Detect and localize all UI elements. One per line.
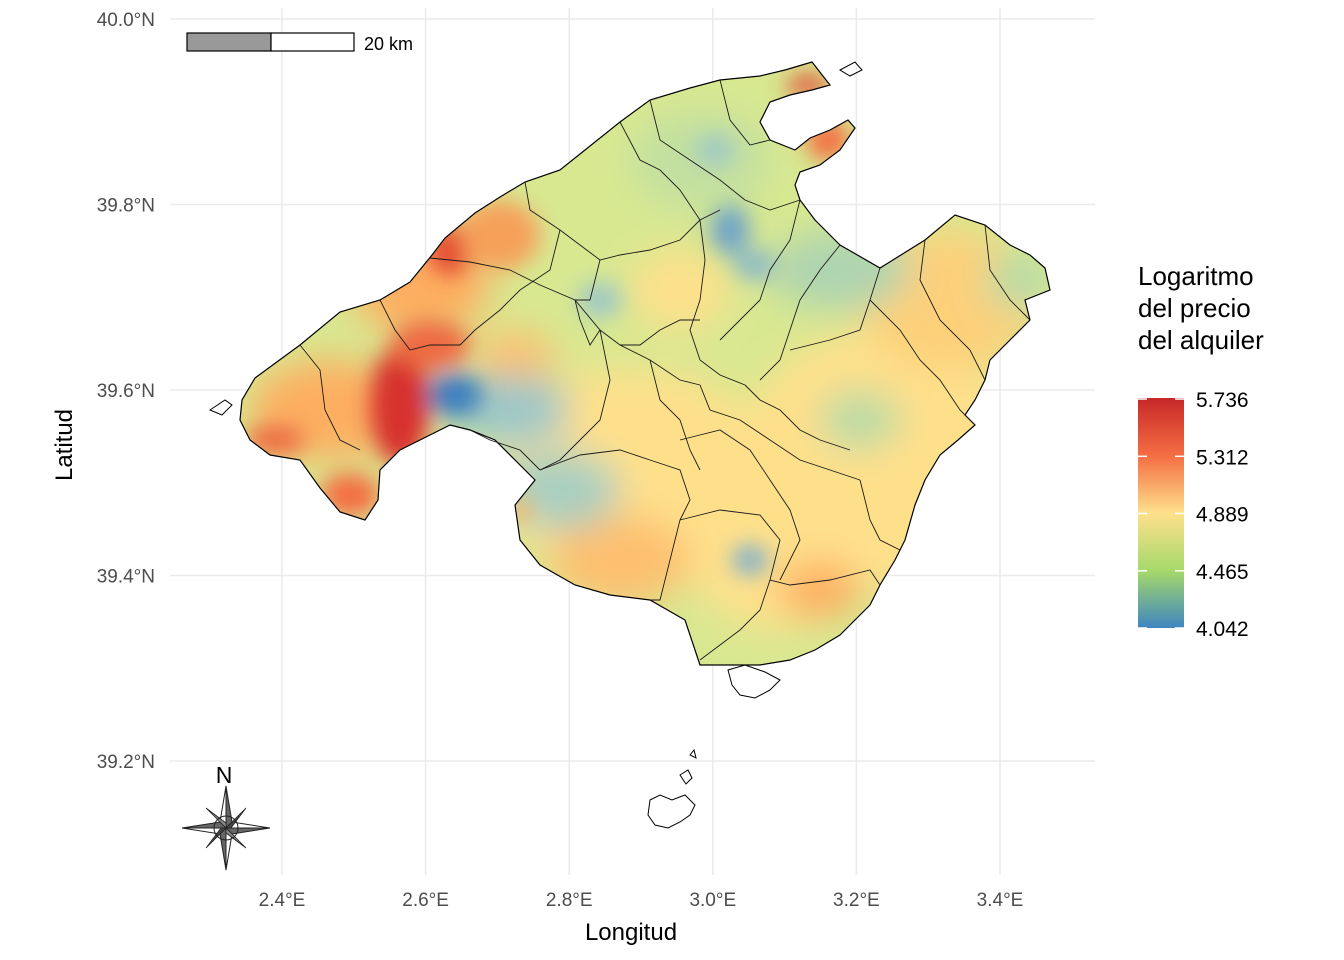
x-tick-label: 3.0°E — [689, 890, 736, 911]
y-axis-ticks: 40.0°N 39.8°N 39.6°N 39.4°N 39.2°N — [97, 10, 155, 773]
x-tick-label: 3.4°E — [977, 890, 1024, 911]
legend-tick-label: 4.465 — [1196, 561, 1249, 584]
cabrera-islets — [208, 61, 863, 829]
rent-surface — [240, 62, 1050, 665]
legend-title-line-3: del alquiler — [1138, 325, 1264, 355]
legend-ticks: 5.736 5.312 4.889 4.465 4.042 — [1138, 389, 1249, 641]
x-tick-label: 3.2°E — [833, 890, 880, 911]
y-tick-label: 39.4°N — [97, 567, 155, 588]
scale-bar-label: 20 km — [364, 34, 413, 54]
north-arrow-label: N — [216, 762, 233, 788]
y-tick-label: 39.8°N — [97, 196, 155, 217]
legend-tick-label: 5.312 — [1196, 446, 1249, 469]
x-axis-ticks: 2.4°E 2.6°E 2.8°E 3.0°E 3.2°E 3.4°E — [259, 890, 1024, 911]
y-tick-label: 39.6°N — [97, 381, 155, 402]
y-axis-title: Latitud — [51, 409, 78, 481]
x-tick-label: 2.4°E — [259, 890, 306, 911]
y-tick-label: 39.2°N — [97, 752, 155, 773]
north-arrow: N — [181, 762, 271, 871]
legend-tick-label: 4.889 — [1196, 504, 1249, 527]
y-tick-label: 40.0°N — [97, 10, 155, 31]
legend-tick-label: 4.042 — [1196, 618, 1249, 641]
x-tick-label: 2.6°E — [402, 890, 449, 911]
compass-rose-icon — [181, 785, 271, 871]
legend: Logaritmo del precio del alquiler 5.7365… — [1138, 261, 1264, 641]
municipal-borders — [299, 79, 1031, 661]
legend-tick-label: 5.736 — [1196, 389, 1249, 412]
legend-title-line-2: del precio — [1138, 293, 1251, 323]
legend-title-line-1: Logaritmo — [1138, 261, 1254, 291]
x-axis-title: Longitud — [585, 919, 677, 946]
x-tick-label: 2.8°E — [546, 890, 593, 911]
scale-bar: 20 km — [186, 32, 413, 54]
